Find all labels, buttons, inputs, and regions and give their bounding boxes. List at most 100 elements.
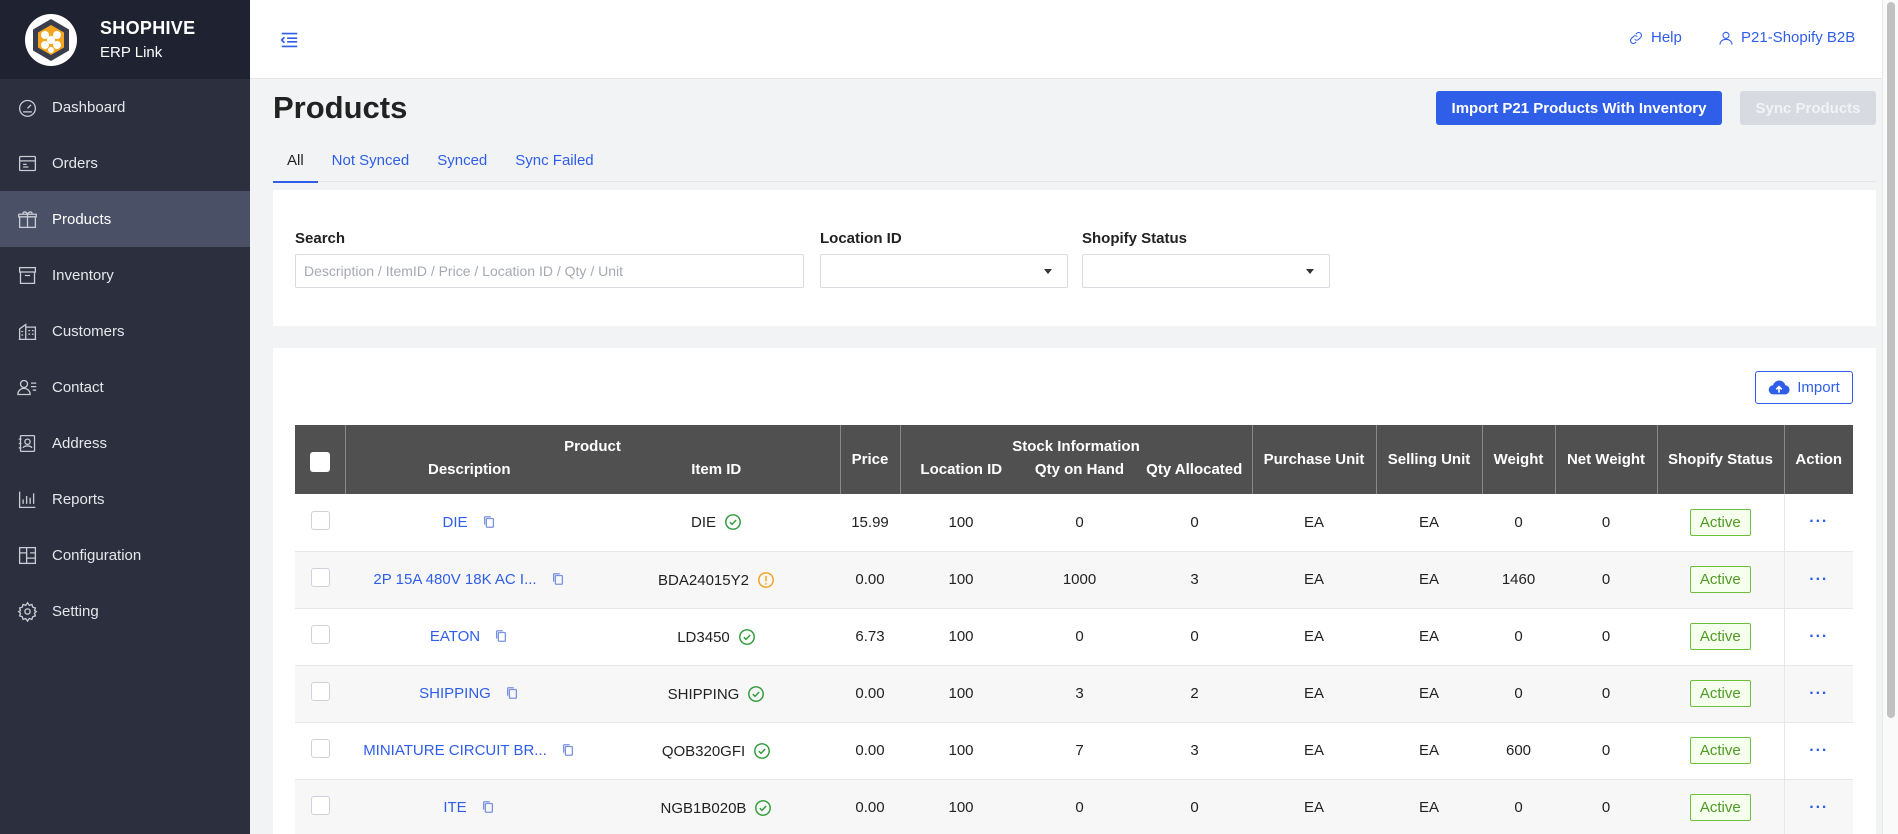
row-checkbox[interactable]: [310, 568, 330, 587]
copy-icon[interactable]: [505, 686, 519, 700]
location-id-cell: 100: [900, 665, 1022, 723]
sidebar-item-configuration[interactable]: Configuration: [0, 527, 250, 583]
shopify-status-cell: Active: [1657, 551, 1784, 609]
more-actions-button[interactable]: ···: [1809, 627, 1829, 645]
gift-icon: [16, 208, 38, 230]
description-link[interactable]: EATON: [429, 628, 481, 645]
description-cell: EATON: [345, 608, 593, 666]
status-badge: Active: [1689, 794, 1751, 821]
sidebar-item-orders[interactable]: Orders: [0, 135, 250, 191]
description-link[interactable]: MINIATURE CIRCUIT BR...: [363, 742, 547, 759]
collapse-menu-icon[interactable]: [278, 29, 300, 51]
more-actions-button[interactable]: ···: [1809, 570, 1829, 588]
user-menu[interactable]: P21-Shopify B2B: [1718, 29, 1855, 46]
more-actions-button[interactable]: ···: [1809, 513, 1829, 531]
more-actions-button[interactable]: ···: [1809, 741, 1829, 759]
description-cell: ITE: [345, 779, 593, 834]
col-shopify-status[interactable]: Shopify Status: [1656, 425, 1784, 494]
action-cell: ···: [1783, 608, 1853, 666]
select-all-cell: [295, 425, 345, 494]
sync-products-button[interactable]: Sync Products: [1740, 91, 1876, 125]
col-selling-unit[interactable]: Selling Unit: [1375, 425, 1482, 494]
net-weight-cell: 0: [1555, 608, 1657, 666]
qty-allocated-cell: 0: [1137, 494, 1252, 552]
col-purchase-unit[interactable]: Purchase Unit: [1251, 425, 1376, 494]
sidebar-item-inventory[interactable]: Inventory: [0, 247, 250, 303]
page-scrollbar[interactable]: [1882, 0, 1898, 834]
row-checkbox[interactable]: [310, 625, 330, 644]
location-id-cell: 100: [900, 494, 1022, 552]
more-actions-button[interactable]: ···: [1809, 684, 1829, 702]
sidebar-item-address[interactable]: Address: [0, 415, 250, 471]
row-checkbox[interactable]: [310, 796, 330, 815]
shopify-status-select[interactable]: [1082, 254, 1330, 288]
status-badge: Active: [1689, 623, 1751, 650]
tab-not-synced[interactable]: Not Synced: [331, 152, 410, 169]
purchase-unit-cell: EA: [1252, 779, 1376, 834]
selling-unit-cell: EA: [1376, 494, 1482, 552]
tab-sync-failed[interactable]: Sync Failed: [515, 152, 594, 169]
copy-icon[interactable]: [494, 629, 508, 643]
item-id-cell: BDA24015Y2: [593, 551, 840, 609]
check-circle-icon: [738, 628, 756, 646]
help-link[interactable]: Help: [1628, 29, 1682, 46]
row-checkbox[interactable]: [310, 682, 330, 701]
col-weight[interactable]: Weight: [1481, 425, 1555, 494]
more-actions-button[interactable]: ···: [1809, 798, 1829, 816]
description-link[interactable]: ITE: [443, 799, 467, 816]
col-qty-allocated[interactable]: Qty Allocated: [1137, 459, 1252, 494]
item-id: BDA24015Y2: [658, 571, 749, 589]
table-row[interactable]: EATON LD3450 6.73 100 0 0 EA EA 0 0 Active ···: [295, 608, 1853, 666]
table-row[interactable]: SHIPPING SHIPPING 0.00 100 3 2 EA EA 0 0 Active ···: [295, 665, 1853, 723]
col-description[interactable]: Description: [344, 459, 593, 494]
weight-cell: 0: [1482, 665, 1555, 723]
col-item-id[interactable]: Item ID: [593, 459, 840, 494]
copy-icon[interactable]: [481, 800, 495, 814]
copy-icon[interactable]: [482, 515, 496, 529]
search-input[interactable]: [295, 254, 804, 288]
copy-icon[interactable]: [561, 743, 575, 757]
import-p21-products-button[interactable]: Import P21 Products With Inventory: [1436, 91, 1722, 125]
table-row[interactable]: ITE NGB1B020B 0.00 100 0 0 EA EA 0 0 Active ···: [295, 779, 1853, 834]
scroll-thumb[interactable]: [1887, 2, 1895, 718]
check-circle-icon: [754, 799, 772, 817]
sidebar-item-label: Inventory: [52, 266, 114, 284]
price-cell: 0.00: [840, 779, 900, 834]
sidebar-item-dashboard[interactable]: Dashboard: [0, 79, 250, 135]
item-id-cell: SHIPPING: [593, 665, 840, 723]
sidebar-item-contact[interactable]: Contact: [0, 359, 250, 415]
weight-cell: 0: [1482, 608, 1555, 666]
col-price[interactable]: Price: [839, 425, 900, 494]
sidebar-item-reports[interactable]: Reports: [0, 471, 250, 527]
table-row[interactable]: DIE DIE 15.99 100 0 0 EA EA 0 0 Active ···: [295, 494, 1853, 552]
copy-icon[interactable]: [551, 572, 565, 586]
col-net-weight[interactable]: Net Weight: [1554, 425, 1657, 494]
table-row[interactable]: MINIATURE CIRCUIT BR... QOB320GFI 0.00 100 7…: [295, 722, 1853, 780]
location-id-cell: 100: [900, 722, 1022, 780]
row-select-cell: [295, 608, 345, 666]
tab-all[interactable]: All: [273, 150, 318, 183]
row-checkbox[interactable]: [310, 739, 330, 758]
col-location-id[interactable]: Location ID: [899, 459, 1022, 494]
sidebar-item-customers[interactable]: Customers: [0, 303, 250, 359]
location-id-select[interactable]: [820, 254, 1068, 288]
weight-cell: 1460: [1482, 551, 1555, 609]
col-qty-on-hand[interactable]: Qty on Hand: [1022, 459, 1137, 494]
table-row[interactable]: 2P 15A 480V 18K AC I... BDA24015Y2 0.00 100…: [295, 551, 1853, 609]
brand[interactable]: SHOPHIVE ERP Link: [0, 0, 250, 79]
import-button[interactable]: Import: [1755, 371, 1853, 404]
caret-down-icon: [1306, 269, 1314, 274]
description-link[interactable]: DIE: [442, 513, 468, 531]
action-cell: ···: [1783, 494, 1853, 552]
tab-synced[interactable]: Synced: [437, 152, 488, 169]
description-link[interactable]: 2P 15A 480V 18K AC I...: [373, 571, 537, 588]
purchase-unit-cell: EA: [1252, 551, 1376, 609]
sidebar-item-products[interactable]: Products: [0, 191, 250, 247]
sidebar-item-setting[interactable]: Setting: [0, 583, 250, 639]
row-checkbox[interactable]: [310, 510, 330, 530]
select-all-checkbox[interactable]: [309, 451, 330, 472]
qty-allocated-cell: 0: [1137, 608, 1252, 666]
description-link[interactable]: SHIPPING: [419, 685, 491, 702]
user-icon: [1719, 31, 1733, 45]
action-cell: ···: [1783, 779, 1853, 834]
